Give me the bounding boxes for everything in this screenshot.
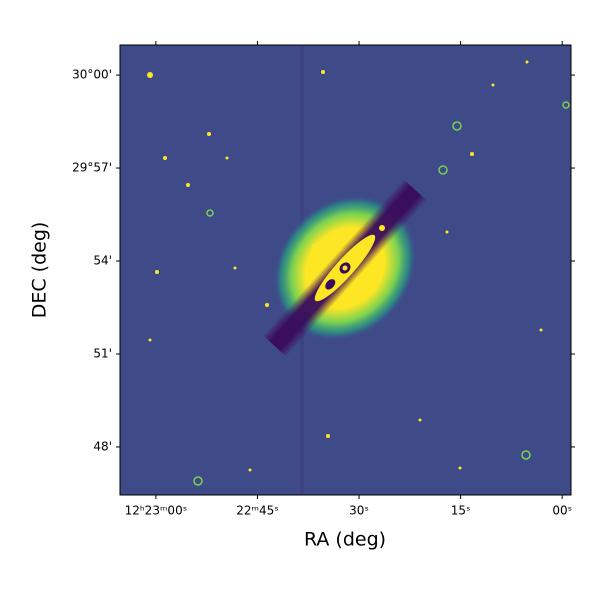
x-tick-label: 30ˢ [349,504,369,518]
x-tick-label: 00ˢ [552,504,572,518]
y-tick-label: 29°57' [72,161,112,175]
x-tick-label: 15ˢ [451,504,471,518]
sky-image [120,45,571,495]
y-tick-label: 51' [93,346,112,360]
y-axis-label: DEC (deg) [29,222,51,319]
y-tick-label: 30°00' [72,68,112,82]
plot-frame [119,44,572,496]
x-tick-label: 22ᵐ45ˢ [236,504,279,518]
y-tick-label: 54' [93,254,112,268]
x-axis-label: RA (deg) [304,529,386,551]
y-tick-label: 48' [93,439,112,453]
x-tick-label: 12ʰ23ᵐ00ˢ [125,504,188,518]
